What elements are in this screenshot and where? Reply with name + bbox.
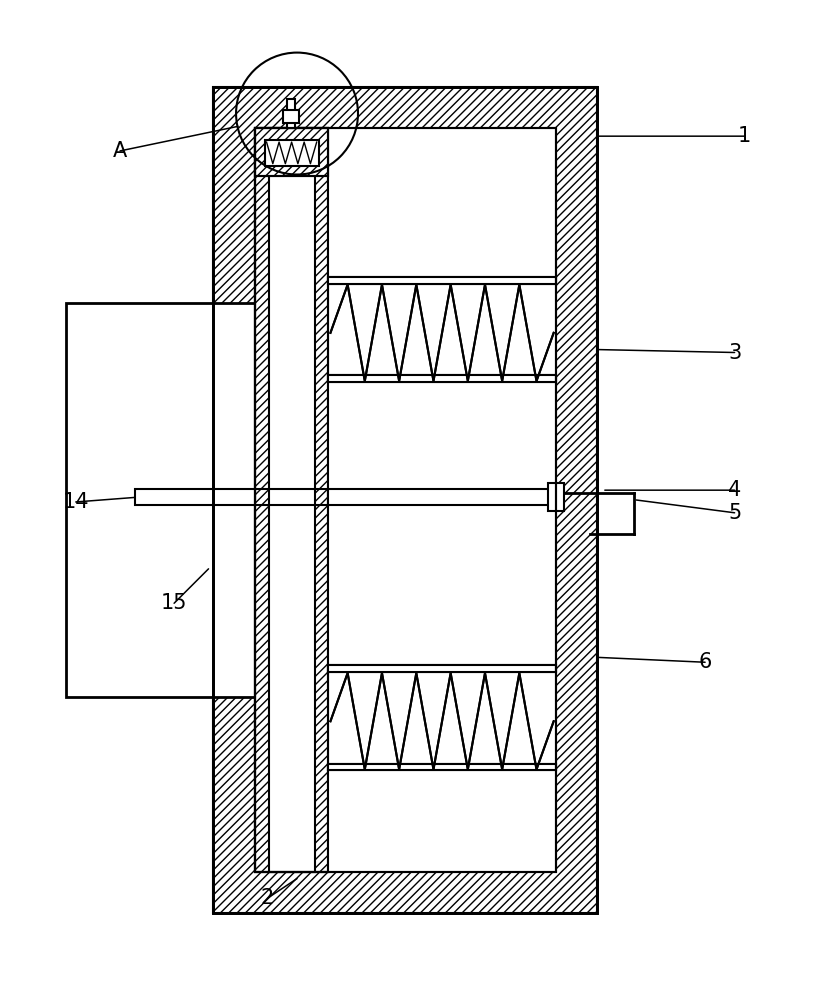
Bar bbox=[328, 277, 556, 284]
Bar bbox=[283, 110, 299, 123]
Text: 6: 6 bbox=[698, 652, 711, 672]
Bar bbox=[255, 128, 328, 176]
Text: 5: 5 bbox=[728, 503, 741, 523]
Bar bbox=[213, 87, 597, 913]
Text: 15: 15 bbox=[161, 593, 187, 613]
Bar bbox=[328, 277, 556, 284]
Bar bbox=[328, 375, 556, 382]
Bar bbox=[548, 483, 563, 511]
Text: 14: 14 bbox=[62, 492, 89, 512]
Bar bbox=[255, 128, 328, 872]
Text: 1: 1 bbox=[738, 126, 751, 146]
Bar bbox=[328, 764, 556, 770]
Bar bbox=[66, 303, 257, 697]
Bar bbox=[268, 128, 315, 872]
Bar bbox=[328, 770, 556, 872]
Bar bbox=[255, 128, 328, 176]
Bar bbox=[328, 764, 556, 770]
Text: 4: 4 bbox=[728, 480, 741, 500]
Bar bbox=[255, 128, 556, 872]
Bar bbox=[287, 99, 295, 128]
Bar bbox=[328, 375, 556, 382]
Text: A: A bbox=[113, 141, 127, 161]
Bar bbox=[213, 87, 597, 913]
Bar bbox=[328, 665, 556, 672]
Bar bbox=[328, 665, 556, 672]
Bar bbox=[255, 128, 556, 872]
Bar bbox=[328, 489, 556, 505]
Text: 2: 2 bbox=[261, 888, 274, 908]
Bar bbox=[255, 128, 556, 872]
Bar bbox=[255, 128, 328, 872]
Bar bbox=[135, 489, 255, 505]
Bar bbox=[213, 87, 597, 913]
Bar bbox=[328, 382, 556, 665]
Bar bbox=[328, 128, 556, 277]
Text: 3: 3 bbox=[728, 343, 741, 363]
Bar bbox=[265, 140, 319, 166]
